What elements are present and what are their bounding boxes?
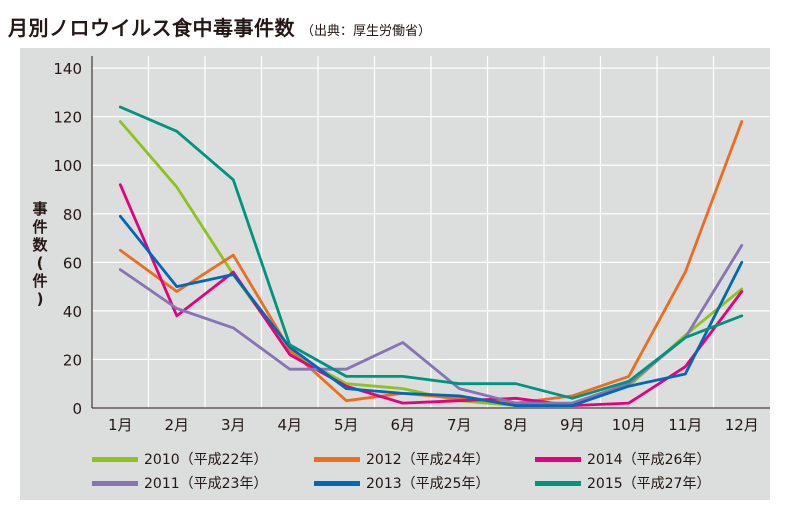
legend-label: 2014（平成26年） [587, 452, 711, 468]
x-tick-label: 3月 [221, 416, 246, 434]
legend-entry: 2014（平成26年） [535, 448, 710, 470]
x-tick-label: 10月 [612, 416, 646, 434]
y-tick-label: 140 [53, 60, 82, 78]
x-tick-label: 4月 [277, 416, 302, 434]
legend-swatch [92, 456, 138, 462]
series-line-4 [118, 243, 744, 405]
y-axis-label-char: 事 [32, 200, 48, 218]
x-tick-label: 7月 [447, 416, 472, 434]
legend-label: 2010（平成22年） [144, 452, 268, 468]
y-axis-label-char: ( [36, 254, 44, 272]
legend-entry: 2013（平成25年） [314, 472, 489, 494]
y-tick-label: 120 [53, 109, 82, 127]
y-tick-label: 80 [63, 206, 82, 224]
y-axis-label-char: 数 [32, 236, 48, 254]
y-axis-label-char: ) [36, 290, 44, 308]
legend-entry: 2010（平成22年） [92, 448, 267, 470]
legend-swatch [314, 480, 360, 486]
legend-entry: 2012（平成24年） [314, 448, 489, 470]
legend-entry: 2015（平成27年） [535, 472, 710, 494]
x-tick-label: 5月 [334, 416, 359, 434]
x-tick-label: 2月 [164, 416, 189, 434]
legend-label: 2011（平成23年） [144, 476, 268, 492]
y-tick-label: 0 [72, 400, 82, 418]
legend-label: 2015（平成27年） [587, 476, 711, 492]
x-tick-label: 6月 [390, 416, 415, 434]
chart-source-note: （出典：厚生労働省） [301, 24, 432, 39]
series-line-5 [118, 214, 744, 408]
legend-label: 2013（平成25年） [366, 476, 490, 492]
chart-legend: 2010（平成22年） 2012（平成24年） 2014（平成26年） 2011（平成… [92, 448, 752, 494]
legend-swatch [92, 480, 138, 486]
x-tick-label: 9月 [560, 416, 585, 434]
x-tick-label: 1月 [108, 416, 133, 434]
legend-swatch [314, 456, 360, 462]
legend-label: 2012（平成24年） [366, 452, 490, 468]
x-tick-label: 11月 [668, 416, 702, 434]
chart-title-block: 月別ノロウイルス食中毒事件数 （出典：厚生労働省） [8, 12, 431, 41]
y-axis-label-char: 件 [32, 218, 48, 236]
legend-swatch [535, 456, 581, 462]
y-tick-label: 40 [63, 303, 82, 321]
legend-swatch [535, 480, 581, 486]
y-tick-label: 100 [53, 157, 82, 175]
chart-title: 月別ノロウイルス食中毒事件数 [8, 16, 295, 40]
y-axis-label: 事件数(件) [30, 200, 50, 308]
y-tick-label: 20 [63, 351, 82, 369]
y-axis-label-char: 件 [32, 272, 48, 290]
series-line-6 [118, 105, 744, 400]
x-tick-label: 12月 [725, 416, 759, 434]
x-tick-label: 8月 [503, 416, 528, 434]
series-line-3 [118, 183, 744, 408]
legend-entry: 2011（平成23年） [92, 472, 267, 494]
y-tick-label: 60 [63, 254, 82, 272]
